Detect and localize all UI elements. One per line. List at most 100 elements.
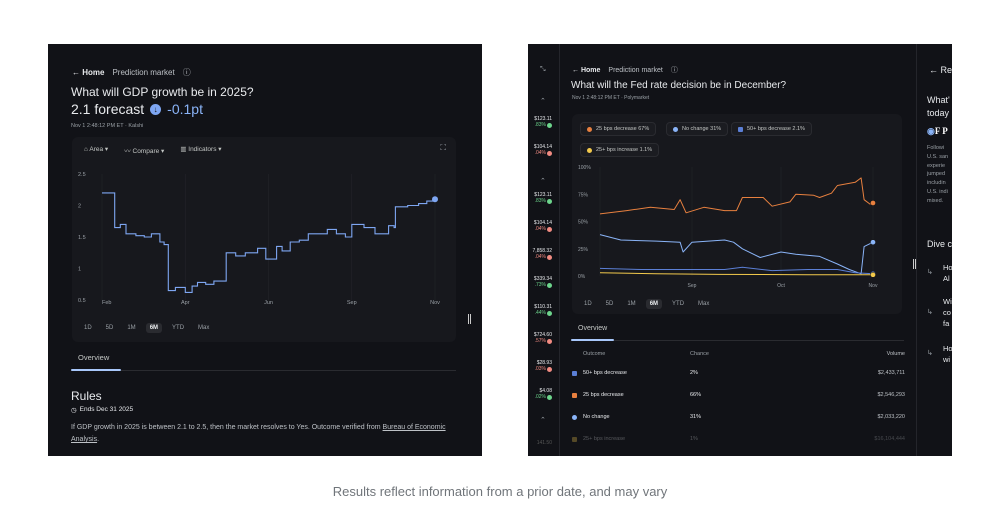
ticker-item[interactable]: $104.14.04% [528, 220, 552, 232]
outcome-swatch-icon [572, 392, 577, 398]
tab-overview[interactable]: Overview [578, 325, 608, 332]
volume-cell: $2,546,293 [877, 392, 905, 398]
x-tick-label: Sep [347, 300, 357, 306]
scroll-handle[interactable] [913, 259, 916, 269]
rules-heading: Rules [71, 389, 102, 403]
info-icon[interactable]: ⓘ [670, 67, 678, 74]
ticker-price: $104.14 [533, 144, 552, 150]
scroll-handle[interactable] [468, 314, 471, 324]
last-point-marker[interactable] [870, 200, 876, 206]
last-point-marker[interactable] [432, 196, 438, 203]
x-tick-label: Sep [688, 283, 697, 289]
news-heading: What' today [927, 95, 950, 118]
home-link[interactable]: ← Home [572, 66, 601, 74]
ticker-price: $339.34 [533, 276, 552, 282]
breadcrumb-section: Prediction market [608, 66, 663, 74]
ticker-change: .44% [528, 310, 552, 316]
table-row[interactable]: No change 31% $2,033,220 [568, 411, 905, 423]
fullscreen-icon[interactable]: ⛶ [440, 143, 446, 152]
chevron-up-icon[interactable]: ⌃ [540, 417, 546, 424]
x-tick-label: Apr [181, 300, 190, 306]
back-button[interactable]: ← Re [929, 65, 952, 75]
range-max[interactable]: Max [698, 301, 710, 307]
legend-chip[interactable]: 25 bps decrease 67% [580, 122, 657, 136]
collapse-icon[interactable]: ⤡ [540, 66, 546, 73]
chevron-up-icon[interactable]: ⌃ [540, 178, 546, 185]
legend-swatch-icon [673, 126, 678, 132]
range-5d[interactable]: 5D [605, 301, 614, 307]
ticker-price: $724.60 [533, 332, 552, 338]
related-question-item[interactable]: ↳ Wi co fa [927, 297, 952, 328]
area-icon: ⌂ [84, 146, 90, 153]
table-row[interactable]: 50+ bps decrease 2% $2,433,711 [568, 367, 905, 379]
legend-chip[interactable]: No change 31% [666, 122, 729, 136]
ticker-item[interactable]: $104.14.04% [528, 144, 552, 156]
range-6m[interactable]: 6M [645, 299, 663, 309]
y-tick-label: 50% [578, 220, 589, 226]
fed-chart: Sep Oct Nov 100% 75% 50% 25% 0% [578, 165, 878, 289]
x-tick-label: Nov [869, 283, 878, 289]
end-date: ◷ Ends Dec 31 2025 [71, 406, 134, 414]
home-link[interactable]: ← Home [72, 68, 105, 77]
table-row[interactable]: 25 bps decrease 66% $2,546,293 [568, 389, 905, 401]
ticker-item[interactable]: $28.93.03% [528, 360, 552, 372]
page-title: What will the Fed rate decision be in De… [571, 80, 787, 91]
info-icon[interactable]: ⓘ [182, 68, 191, 77]
y-tick-label: 2 [78, 204, 81, 210]
legend-chip[interactable]: 25+ bps increase 1.1% [580, 143, 660, 157]
range-max[interactable]: Max [198, 325, 210, 331]
related-question-item[interactable]: ↳ Ho Al [927, 263, 952, 283]
ticker-item[interactable]: $724.60.57% [528, 332, 552, 344]
outcome-swatch-icon [572, 370, 577, 376]
range-selector: 1D 5D 1M 6M YTD Max [580, 299, 713, 309]
ticker-item[interactable]: $110.31.44% [528, 304, 552, 316]
range-5d[interactable]: 5D [105, 325, 114, 331]
y-tick-label: 0.5 [78, 298, 86, 304]
ticker-item[interactable]: $339.34.73% [528, 276, 552, 288]
page-title: What will GDP growth be in 2025? [71, 85, 254, 99]
series-line-25-bps-decrease [599, 177, 874, 215]
range-1d[interactable]: 1D [84, 325, 92, 331]
range-ytd[interactable]: YTD [672, 301, 685, 307]
legend-chip[interactable]: 50+ bps decrease 2.1% [731, 122, 812, 136]
legend-label: 25+ bps increase 1.1% [596, 147, 653, 153]
range-ytd[interactable]: YTD [172, 325, 185, 331]
tab-indicator [571, 339, 614, 341]
ticker-change: .02% [528, 394, 552, 400]
last-point-marker[interactable] [870, 239, 876, 246]
down-arrow-icon: ↓ [150, 103, 162, 115]
forecast-change: -0.1pt [167, 101, 203, 117]
table-header: Outcome Chance Volume [568, 348, 905, 360]
y-tick-label: 1.5 [78, 235, 86, 241]
header-volume: Volume [886, 351, 905, 357]
range-1d[interactable]: 1D [584, 301, 592, 307]
area-dropdown[interactable]: ⌂ Area ▾ [84, 146, 109, 153]
range-1m[interactable]: 1M [127, 325, 136, 331]
range-6m[interactable]: 6M [145, 323, 163, 333]
series-line-25-bps-increase [599, 272, 874, 276]
tab-divider [71, 370, 456, 371]
y-tick-label: 0% [578, 274, 586, 280]
table-row[interactable]: 25+ bps increase 1% $16,104,444 [568, 433, 905, 445]
volume-cell: $16,104,444 [874, 436, 905, 442]
breadcrumb: ← Home Prediction market ⓘ [572, 65, 678, 75]
compare-dropdown[interactable]: 〰 Compare ▾ [124, 148, 165, 155]
ticker-change: .04% [528, 254, 552, 260]
related-question-item[interactable]: ↳ Ho wi [927, 344, 952, 364]
ticker-item[interactable]: $123.11.83% [528, 192, 552, 204]
chevron-up-icon[interactable]: ⌃ [540, 98, 546, 105]
arrow-up-icon [547, 394, 552, 400]
outcome-cell: 25+ bps increase [572, 436, 672, 442]
arrow-up-icon [547, 198, 552, 204]
last-point-marker[interactable] [870, 271, 876, 278]
x-tick-label: Nov [430, 300, 440, 306]
ticker-item[interactable]: 7,858.32.04% [528, 248, 552, 260]
tab-indicator [71, 369, 121, 371]
tab-overview[interactable]: Overview [78, 353, 110, 362]
ticker-item[interactable]: $4.08.02% [528, 388, 552, 400]
ticker-item[interactable]: $123.11.83% [528, 116, 552, 128]
bea-link[interactable]: Bureau of Economic Analysis [71, 424, 446, 443]
range-1m[interactable]: 1M [627, 301, 636, 307]
indicators-dropdown[interactable]: ▥ Indicators ▾ [180, 146, 222, 153]
reply-arrow-icon: ↳ [927, 269, 933, 276]
